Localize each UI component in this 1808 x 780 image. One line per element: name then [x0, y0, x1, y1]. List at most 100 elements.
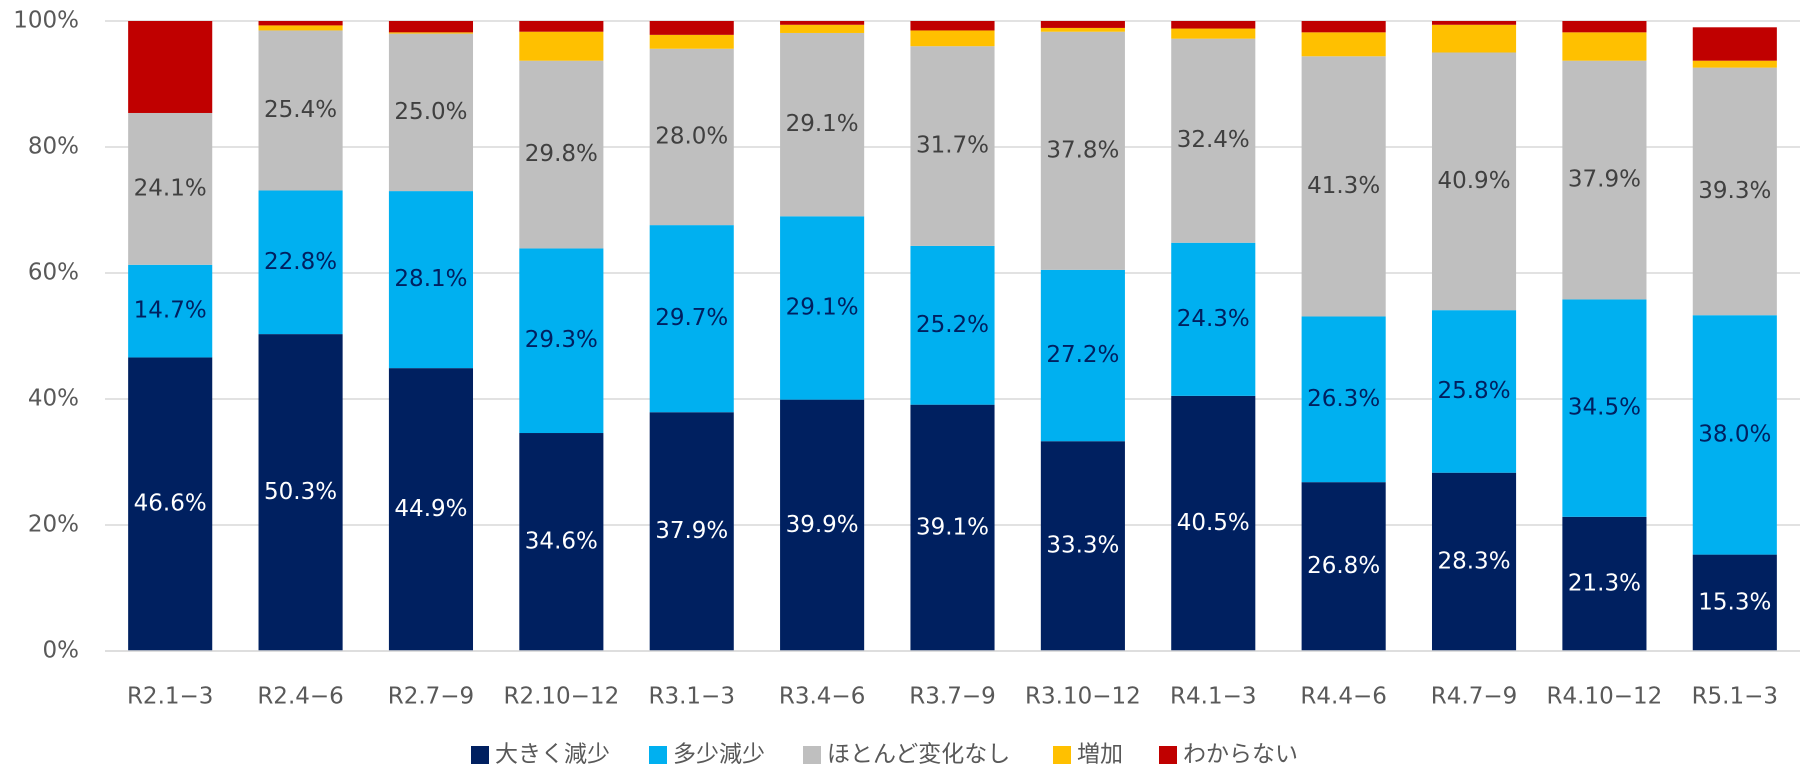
bar-segment: [1562, 21, 1647, 33]
bar-segment: [1431, 472, 1517, 651]
x-tick-label: R3.7−9: [909, 684, 995, 710]
legend-swatch: [1053, 746, 1071, 764]
legend-swatch: [471, 746, 489, 764]
legend-swatch: [1159, 746, 1177, 764]
y-tick-label: 100%: [13, 8, 79, 34]
bar-segment: [649, 225, 734, 413]
bar-segment: [780, 21, 865, 25]
data-label: 25.0%: [394, 99, 467, 125]
bar-segment: [388, 368, 474, 651]
data-label: 33.3%: [1046, 533, 1119, 559]
x-tick-label: R2.4−6: [257, 684, 343, 710]
data-label: 31.7%: [916, 133, 989, 159]
legend-label: 増加: [1077, 742, 1123, 768]
bar-segment: [1431, 52, 1517, 311]
bar-segment: [1301, 482, 1386, 651]
data-label: 37.9%: [655, 518, 728, 544]
bar-segment: [258, 25, 343, 31]
legend-label: 大きく減少: [495, 742, 610, 768]
x-tick-label: R3.4−6: [779, 684, 865, 710]
bar-segment: [1040, 31, 1125, 270]
data-label: 40.9%: [1437, 168, 1510, 194]
data-label: 24.3%: [1177, 306, 1250, 332]
bar-segment: [649, 48, 734, 226]
data-label: 37.9%: [1568, 167, 1641, 193]
data-label: 29.7%: [655, 305, 728, 331]
bar-segment: [1301, 21, 1386, 33]
data-label: 25.8%: [1437, 378, 1510, 404]
data-label: 38.0%: [1698, 421, 1771, 447]
bar-segment: [128, 357, 213, 651]
data-label: 27.2%: [1046, 342, 1119, 368]
bar-segment: [1562, 32, 1647, 61]
legend-label: 多少減少: [673, 742, 765, 768]
data-label: 28.0%: [655, 123, 728, 149]
y-tick-label: 80%: [28, 134, 79, 160]
data-label: 44.9%: [394, 496, 467, 522]
bar-segment: [649, 21, 734, 35]
bar-segment: [1040, 27, 1125, 32]
bar-segment: [258, 190, 343, 335]
bar-segment: [128, 112, 213, 265]
bar-segment: [258, 334, 343, 651]
data-label: 34.5%: [1568, 395, 1641, 421]
x-tick-label: R2.7−9: [388, 684, 474, 710]
x-tick-label: R4.7−9: [1431, 684, 1517, 710]
bar-segment: [780, 24, 865, 33]
bar-segment: [1692, 60, 1777, 68]
data-label: 39.1%: [916, 514, 989, 540]
data-label: 29.3%: [525, 327, 598, 353]
bar-segment: [780, 399, 865, 651]
data-label: 14.7%: [134, 298, 207, 324]
bar-segment: [128, 264, 213, 358]
bar-segment: [388, 21, 474, 33]
data-label: 25.4%: [264, 97, 337, 123]
bar-segment: [1171, 28, 1256, 39]
bar-segment: [388, 33, 474, 192]
data-label: 28.3%: [1437, 548, 1510, 574]
bar-segment: [519, 433, 604, 651]
data-label: 34.6%: [525, 529, 598, 555]
bar-segment: [258, 30, 343, 191]
bar-segment: [1301, 56, 1386, 317]
x-tick-label: R5.1−3: [1692, 684, 1778, 710]
bar-segment: [1171, 242, 1256, 396]
data-label: 15.3%: [1698, 589, 1771, 615]
bar-segment: [910, 30, 995, 47]
data-label: 50.3%: [264, 479, 337, 505]
data-label: 26.8%: [1307, 553, 1380, 579]
bar-segment: [1040, 269, 1125, 442]
legend-swatch: [649, 746, 667, 764]
bar-segment: [1431, 310, 1517, 473]
bar-segment: [1562, 299, 1647, 517]
data-label: 46.6%: [134, 491, 207, 517]
x-tick-label: R3.1−3: [648, 684, 734, 710]
data-label: 24.1%: [134, 175, 207, 201]
bar-segment: [1562, 516, 1647, 651]
bar-segment: [780, 216, 865, 400]
x-tick-label: R4.1−3: [1170, 684, 1256, 710]
data-label: 25.2%: [916, 312, 989, 338]
bar-segment: [910, 404, 995, 651]
bar-segment: [519, 31, 604, 61]
y-tick-label: 20%: [28, 512, 79, 538]
bar-segment: [1692, 315, 1777, 555]
bar-segment: [1431, 24, 1517, 53]
y-tick-label: 60%: [28, 260, 79, 286]
bar-segment: [649, 412, 734, 651]
data-label: 37.8%: [1046, 137, 1119, 163]
data-label: 29.1%: [786, 294, 859, 320]
bar-segment: [388, 191, 474, 369]
legend-label: わからない: [1183, 742, 1298, 768]
bar-segment: [388, 32, 474, 34]
data-label: 41.3%: [1307, 173, 1380, 199]
x-tick-label: R2.10−12: [503, 684, 619, 710]
data-label: 39.9%: [786, 512, 859, 538]
data-label: 40.5%: [1177, 510, 1250, 536]
bar-segment: [1692, 27, 1777, 61]
bar-segment: [1692, 67, 1777, 316]
data-label: 39.3%: [1698, 178, 1771, 204]
x-tick-label: R4.4−6: [1300, 684, 1386, 710]
